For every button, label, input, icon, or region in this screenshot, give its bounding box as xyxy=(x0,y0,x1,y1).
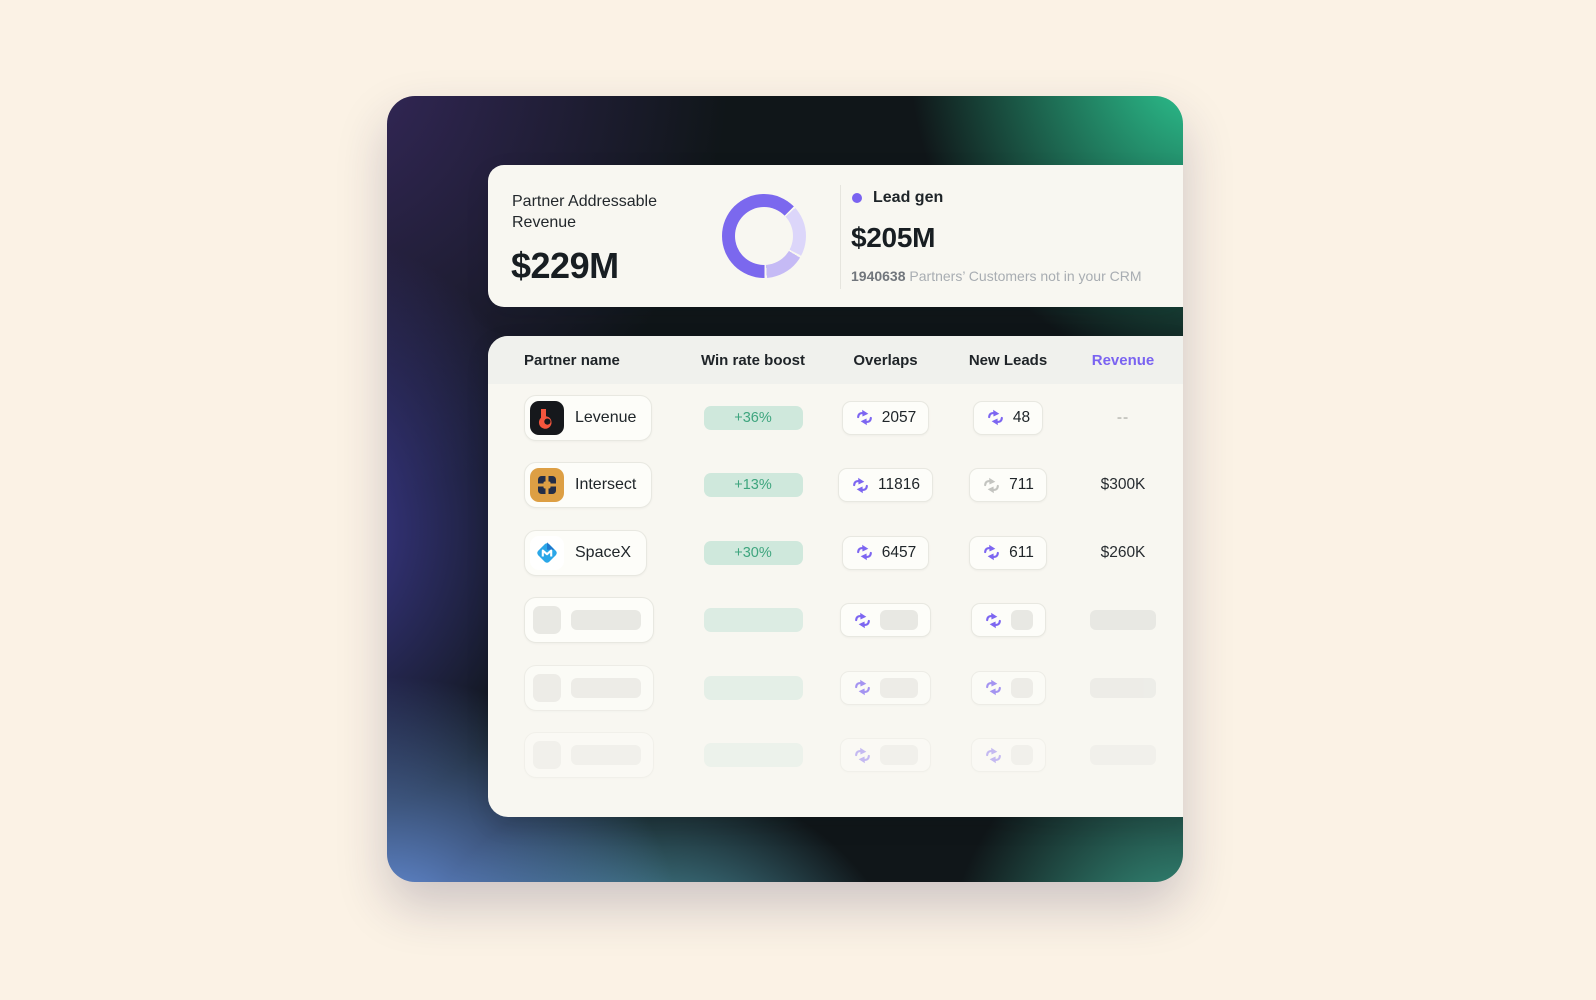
overlaps-pill[interactable]: 2057 xyxy=(841,400,930,435)
revenue-value: $260K xyxy=(1100,543,1146,561)
intersect-logo xyxy=(530,468,564,503)
skeleton-partner-chip xyxy=(524,597,654,644)
lead-gen-subtext-rest: Partners’ Customers not in your CRM xyxy=(905,268,1142,284)
sync-arrows-icon xyxy=(855,747,870,764)
skeleton-text-bar xyxy=(571,610,641,631)
new-leads-pill[interactable]: 711 xyxy=(969,468,1047,503)
new-leads-count: 48 xyxy=(1012,408,1031,426)
skeleton-row xyxy=(488,722,1183,790)
revenue-value: $300K xyxy=(1100,476,1146,494)
table-row: Intersect +13% 11816 711 $300K xyxy=(488,452,1183,520)
sync-arrows-icon xyxy=(984,477,1000,494)
skeleton-number-bar xyxy=(880,677,918,698)
skeleton-revenue-bar xyxy=(1090,677,1156,698)
column-header-partner-name[interactable]: Partner name xyxy=(524,351,620,369)
lead-gen-value: $205M xyxy=(851,222,936,253)
skeleton-overlaps-pill xyxy=(840,738,931,773)
sync-arrows-icon xyxy=(853,477,868,494)
partner-name: Levenue xyxy=(575,408,637,426)
partner-chip-intersect[interactable]: Intersect xyxy=(524,462,653,509)
skeleton-logo xyxy=(533,673,561,702)
table-row: SpaceX +30% 6457 611 $260K xyxy=(488,519,1183,587)
partner-name: SpaceX xyxy=(575,543,632,561)
sync-arrows-icon xyxy=(984,544,1000,561)
skeleton-partner-chip xyxy=(524,664,654,711)
skeleton-number-bar xyxy=(880,610,918,631)
skeleton-new-leads-pill xyxy=(970,670,1046,705)
new-leads-pill[interactable]: 48 xyxy=(972,400,1044,435)
skeleton-revenue-bar xyxy=(1090,745,1156,766)
sync-arrows-icon xyxy=(985,747,1001,764)
skeleton-revenue-bar xyxy=(1090,610,1156,631)
overlaps-pill[interactable]: 6457 xyxy=(841,535,930,570)
partner-addressable-revenue-label: Partner Addressable Revenue xyxy=(512,193,657,232)
donut-chart xyxy=(722,194,806,278)
skeleton-logo xyxy=(533,741,561,770)
win-rate-badge: +13% xyxy=(703,473,803,498)
skeleton-row xyxy=(488,654,1183,722)
skeleton-number-bar xyxy=(1010,610,1033,631)
skeleton-number-bar xyxy=(1010,677,1033,698)
win-rate-badge: +30% xyxy=(703,540,803,565)
column-header-revenue[interactable]: Revenue xyxy=(1091,351,1155,369)
levenue-logo xyxy=(530,400,564,435)
skeleton-number-bar xyxy=(880,745,918,766)
win-rate-badge: +36% xyxy=(703,405,803,430)
sync-arrows-icon xyxy=(987,409,1003,426)
spacex-logo xyxy=(530,535,564,570)
partner-chip-levenue[interactable]: Levenue xyxy=(524,394,653,441)
sync-arrows-icon xyxy=(856,544,872,561)
table-row: Levenue +36% 2057 48 -- xyxy=(488,384,1183,452)
sync-arrows-icon xyxy=(985,612,1001,629)
sync-arrows-icon xyxy=(855,612,870,629)
skeleton-number-bar xyxy=(1010,745,1033,766)
column-header-win-rate-boost[interactable]: Win rate boost xyxy=(700,351,806,369)
skeleton-row xyxy=(488,587,1183,655)
sync-arrows-icon xyxy=(856,409,872,426)
lead-gen-label: Lead gen xyxy=(873,189,944,206)
skeleton-partner-chip xyxy=(524,732,654,779)
overlaps-count: 6457 xyxy=(881,543,917,561)
partner-chip-spacex[interactable]: SpaceX xyxy=(524,529,648,576)
partners-table: Partner name Win rate boost Overlaps New… xyxy=(488,336,1183,817)
skeleton-win-rate-badge xyxy=(703,608,803,633)
new-leads-pill[interactable]: 611 xyxy=(969,535,1047,570)
skeleton-win-rate-badge xyxy=(703,743,803,768)
lead-gen-legend-dot-icon xyxy=(852,193,862,203)
new-leads-count: 611 xyxy=(1009,543,1034,561)
partner-name: Intersect xyxy=(575,476,637,494)
sync-arrows-icon xyxy=(855,679,870,696)
gradient-hero-card: Partner Addressable Revenue $229M Lead g… xyxy=(387,96,1183,882)
lead-gen-subtext-count: 1940638 xyxy=(851,268,906,284)
overlaps-count: 2057 xyxy=(881,408,917,426)
skeleton-text-bar xyxy=(571,677,641,698)
skeleton-overlaps-pill xyxy=(840,603,931,638)
revenue-value: -- xyxy=(1116,408,1130,426)
sync-arrows-icon xyxy=(985,679,1001,696)
skeleton-overlaps-pill xyxy=(840,670,931,705)
table-header-row: Partner name Win rate boost Overlaps New… xyxy=(488,336,1183,384)
lead-gen-subtext: 1940638 Partners’ Customers not in your … xyxy=(851,268,1183,284)
new-leads-count: 711 xyxy=(1009,476,1034,494)
skeleton-new-leads-pill xyxy=(970,603,1046,638)
summary-card: Partner Addressable Revenue $229M Lead g… xyxy=(488,165,1183,307)
vertical-divider xyxy=(840,185,841,289)
skeleton-win-rate-badge xyxy=(703,675,803,700)
column-header-overlaps[interactable]: Overlaps xyxy=(853,351,918,369)
overlaps-count: 11816 xyxy=(878,476,920,494)
column-header-new-leads[interactable]: New Leads xyxy=(968,351,1048,369)
skeleton-text-bar xyxy=(571,745,641,766)
overlaps-pill[interactable]: 11816 xyxy=(838,468,933,503)
skeleton-logo xyxy=(533,606,561,635)
skeleton-new-leads-pill xyxy=(970,738,1046,773)
partner-addressable-revenue-value: $229M xyxy=(511,245,619,286)
